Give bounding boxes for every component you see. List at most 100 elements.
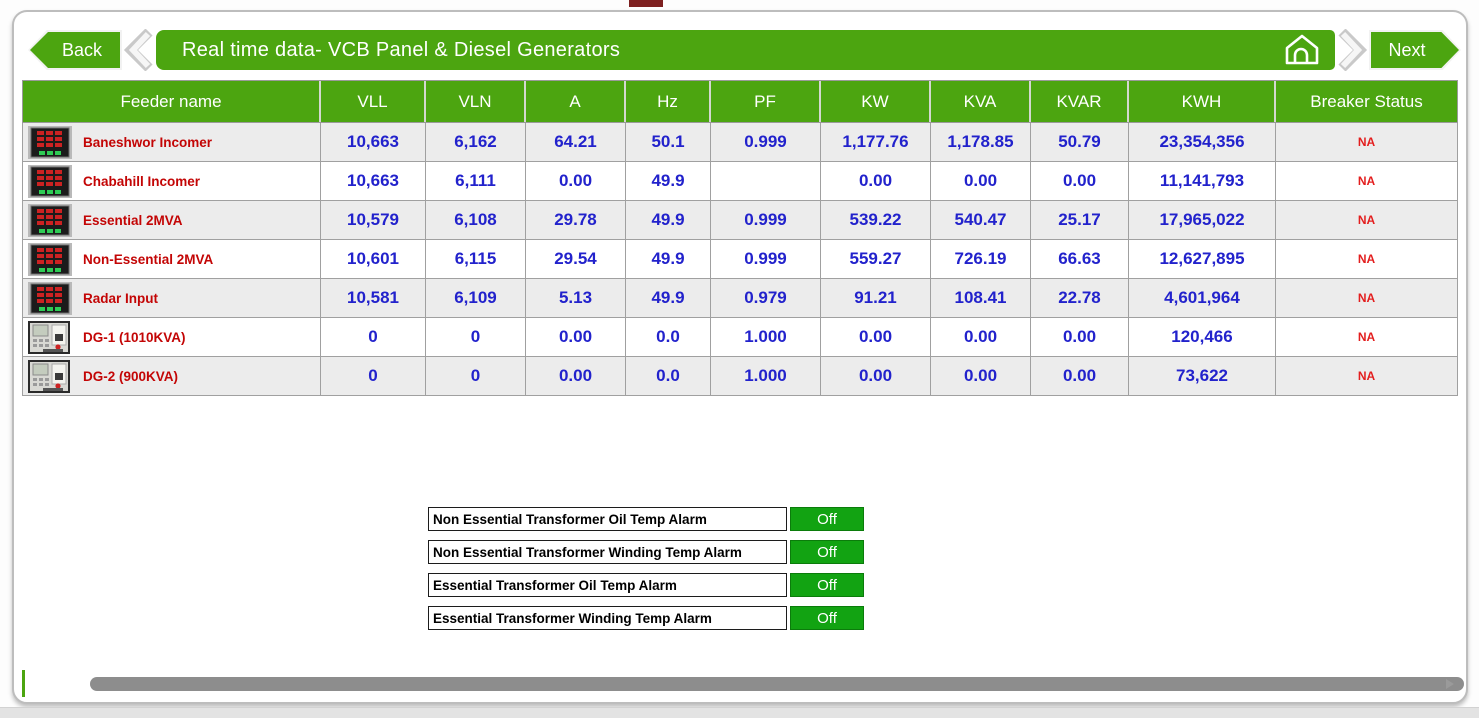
alarm-label-non-essential-oil: Non Essential Transformer Oil Temp Alarm [428,507,787,531]
back-button[interactable]: Back [28,30,122,70]
power-meter-icon [27,125,73,159]
power-meter-icon [27,203,73,237]
table-row: Non-Essential 2MVA 10,601 6,115 29.54 49.9 0.… [22,240,1458,279]
value-cell-vll: 10,581 [321,279,426,317]
value-cell-kw: 0.00 [821,357,931,395]
value-cell-hz: 49.9 [626,240,711,278]
table-row: Essential 2MVA 10,579 6,108 29.78 49.9 0.999 5… [22,201,1458,240]
column-header-feeder-name: Feeder name [23,81,321,122]
value-cell-a: 29.54 [526,240,626,278]
alarm-status-essential-oil[interactable]: Off [790,573,864,597]
value-cell-hz: 50.1 [626,123,711,161]
feeder-name-cell[interactable]: Chabahill Incomer [23,162,321,200]
value-cell-vln: 6,109 [426,279,526,317]
column-header-breaker-status: Breaker Status [1310,91,1423,111]
power-meter-icon [27,164,73,198]
generator-controller-icon [27,320,73,354]
value-cell-pf: 0.979 [711,279,821,317]
chevron-right-icon [1337,29,1369,71]
value-cell-hz: 49.9 [626,201,711,239]
table-body: Baneshwor Incomer 10,663 6,162 64.21 50.1 0.9… [22,123,1458,396]
top-navigation-bar: Back Real time data- VCB Panel & Diesel … [28,29,1461,71]
value-cell-pf: 1.000 [711,357,821,395]
value-cell-kva: 1,178.85 [931,123,1031,161]
value-cell-pf: 1.000 [711,318,821,356]
alarm-status-non-essential-oil[interactable]: Off [790,507,864,531]
table-row: Radar Input 10,581 6,109 5.13 49.9 0.979 91.21… [22,279,1458,318]
column-header-kvar: KVAR [1031,81,1129,122]
value-cell-hz: 49.9 [626,279,711,317]
column-header-kwh: KWH [1129,81,1276,122]
value-cell-vln: 0 [426,318,526,356]
value-cell-pf [711,162,821,200]
table-row: DG-1 (1010KVA) 0 0 0.00 0.0 1.000 0.00 0.00 0.00… [22,318,1458,357]
green-tick-decoration [22,670,25,697]
column-header-hz: Hz [626,81,711,122]
table-row: Chabahill Incomer 10,663 6,111 0.00 49.9 0.00… [22,162,1458,201]
value-cell-vln: 6,162 [426,123,526,161]
title-bar: Real time data- VCB Panel & Diesel Gener… [156,30,1335,70]
scrollbar-thumb[interactable] [90,677,1464,691]
feeder-name-cell[interactable]: Essential 2MVA [23,201,321,239]
column-header-vln: VLN [426,81,526,122]
table-row: Baneshwor Incomer 10,663 6,162 64.21 50.1 0.9… [22,123,1458,162]
horizontal-scrollbar[interactable] [22,676,1464,692]
page-title: Real time data- VCB Panel & Diesel Gener… [182,38,621,61]
back-button-label: Back [61,39,103,60]
value-cell-kw: 0.00 [821,162,931,200]
breaker-status-cell: NA [1357,252,1376,266]
value-cell-kw: 559.27 [821,240,931,278]
next-button[interactable]: Next [1369,30,1461,70]
value-cell-kvar: 0.00 [1031,318,1129,356]
value-cell-kva: 108.41 [931,279,1031,317]
value-cell-kvar: 22.78 [1031,279,1129,317]
value-cell-kw: 1,177.76 [821,123,931,161]
value-cell-vll: 0 [321,357,426,395]
generator-controller-icon [27,359,73,393]
alarm-label-essential-oil: Essential Transformer Oil Temp Alarm [428,573,787,597]
value-cell-vll: 10,663 [321,162,426,200]
feeder-name-label: Non-Essential 2MVA [83,251,214,267]
alarm-status-essential-winding[interactable]: Off [790,606,864,630]
value-cell-vll: 10,601 [321,240,426,278]
value-cell-pf: 0.999 [711,201,821,239]
value-cell-kva: 0.00 [931,318,1031,356]
value-cell-vll: 10,663 [321,123,426,161]
alarm-row: Essential Transformer Winding Temp Alarm… [428,606,864,630]
value-cell-kwh: 23,354,356 [1129,123,1276,161]
value-cell-kw: 539.22 [821,201,931,239]
feeder-name-cell[interactable]: Baneshwor Incomer [23,123,321,161]
value-cell-a: 5.13 [526,279,626,317]
feeder-name-label: Chabahill Incomer [83,173,201,189]
value-cell-kvar: 0.00 [1031,357,1129,395]
alarm-label-non-essential-winding: Non Essential Transformer Winding Temp A… [428,540,787,564]
feeder-name-cell[interactable]: Radar Input [23,279,321,317]
feeder-name-label: Radar Input [83,290,159,306]
alarm-panel: Non Essential Transformer Oil Temp Alarm… [428,507,864,639]
alarm-row: Non Essential Transformer Winding Temp A… [428,540,864,564]
feeder-name-cell[interactable]: DG-2 (900KVA) [23,357,321,395]
value-cell-hz: 49.9 [626,162,711,200]
alarm-status-non-essential-winding[interactable]: Off [790,540,864,564]
value-cell-kwh: 120,466 [1129,318,1276,356]
value-cell-vll: 10,579 [321,201,426,239]
home-icon[interactable] [1281,32,1323,68]
next-button-label: Next [1388,39,1426,60]
feeder-name-cell[interactable]: DG-1 (1010KVA) [23,318,321,356]
feeder-name-label: Baneshwor Incomer [83,134,213,150]
value-cell-kva: 726.19 [931,240,1031,278]
top-red-sliver [629,0,663,7]
value-cell-kva: 0.00 [931,162,1031,200]
feeder-name-label: Essential 2MVA [83,212,183,228]
value-cell-kvar: 66.63 [1031,240,1129,278]
value-cell-vll: 0 [321,318,426,356]
value-cell-kwh: 73,622 [1129,357,1276,395]
value-cell-a: 64.21 [526,123,626,161]
back-button-fill [30,32,120,68]
breaker-status-cell: NA [1357,213,1376,227]
breaker-status-cell: NA [1357,369,1376,383]
scrollbar-right-arrow-icon[interactable] [1446,679,1454,689]
value-cell-kvar: 50.79 [1031,123,1129,161]
feeder-name-cell[interactable]: Non-Essential 2MVA [23,240,321,278]
